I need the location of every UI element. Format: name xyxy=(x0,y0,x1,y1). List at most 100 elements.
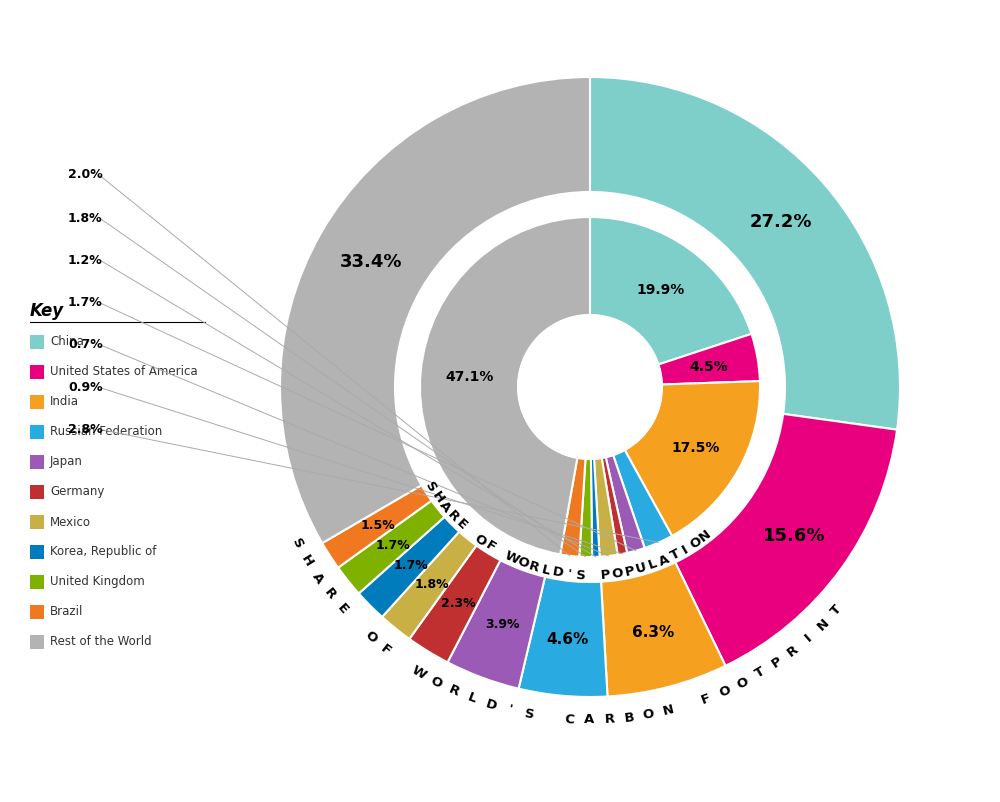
Text: P: P xyxy=(623,563,636,578)
Text: 1.2%: 1.2% xyxy=(68,253,103,266)
Wedge shape xyxy=(613,451,672,549)
Text: 1.8%: 1.8% xyxy=(414,577,449,590)
Wedge shape xyxy=(448,561,545,689)
Text: R: R xyxy=(527,558,541,574)
Text: A: A xyxy=(584,713,594,726)
Wedge shape xyxy=(382,532,476,639)
Text: India: India xyxy=(50,395,79,408)
Wedge shape xyxy=(322,485,432,568)
Text: 1.5%: 1.5% xyxy=(361,518,395,531)
Text: ': ' xyxy=(507,703,514,716)
Text: Brazil: Brazil xyxy=(50,605,83,618)
Text: F: F xyxy=(483,538,498,554)
Text: U: U xyxy=(634,560,648,575)
Text: E: E xyxy=(334,601,350,616)
Text: United States of America: United States of America xyxy=(50,365,198,378)
Text: T: T xyxy=(668,547,682,562)
Bar xyxy=(30,395,44,410)
Wedge shape xyxy=(601,563,726,697)
Text: Germany: Germany xyxy=(50,485,104,498)
Wedge shape xyxy=(409,546,500,662)
Text: O: O xyxy=(515,554,530,570)
Text: F: F xyxy=(378,641,393,657)
Circle shape xyxy=(518,316,662,460)
Wedge shape xyxy=(658,334,760,385)
Text: 1.8%: 1.8% xyxy=(68,211,103,225)
Wedge shape xyxy=(590,217,751,365)
Text: W: W xyxy=(409,662,428,681)
Text: O: O xyxy=(642,707,655,721)
Text: B: B xyxy=(623,710,635,724)
Text: 3.9%: 3.9% xyxy=(485,618,519,630)
Wedge shape xyxy=(280,78,590,544)
Text: 1.7%: 1.7% xyxy=(376,539,410,552)
Text: O: O xyxy=(735,674,751,691)
Text: T: T xyxy=(753,664,767,680)
Text: I: I xyxy=(802,631,814,644)
Text: 19.9%: 19.9% xyxy=(637,282,685,297)
Text: A: A xyxy=(309,569,326,585)
Bar xyxy=(30,606,44,619)
Text: 47.1%: 47.1% xyxy=(445,370,494,384)
Text: N: N xyxy=(814,615,831,632)
Text: P: P xyxy=(600,567,611,581)
Text: Rest of the World: Rest of the World xyxy=(50,634,152,648)
Text: ': ' xyxy=(567,567,572,581)
Text: O: O xyxy=(687,533,704,551)
Text: T: T xyxy=(829,602,845,617)
Text: D: D xyxy=(551,565,564,579)
Text: 27.2%: 27.2% xyxy=(749,213,812,231)
Text: S: S xyxy=(524,707,536,721)
Wedge shape xyxy=(602,458,627,555)
Text: R: R xyxy=(785,642,801,658)
Text: L: L xyxy=(540,562,551,577)
Text: 0.9%: 0.9% xyxy=(68,381,103,394)
Text: N: N xyxy=(661,703,675,718)
Text: 4.5%: 4.5% xyxy=(690,359,728,373)
Text: 2.3%: 2.3% xyxy=(441,596,475,609)
Text: China: China xyxy=(50,335,84,348)
Wedge shape xyxy=(606,456,645,553)
Text: O: O xyxy=(472,531,489,548)
Bar xyxy=(30,335,44,350)
Text: R: R xyxy=(321,585,338,602)
Bar xyxy=(30,545,44,559)
Text: O: O xyxy=(362,628,379,645)
Text: S: S xyxy=(576,568,587,581)
Text: Mexico: Mexico xyxy=(50,515,91,528)
Wedge shape xyxy=(338,501,445,593)
Wedge shape xyxy=(591,460,600,557)
Bar xyxy=(30,485,44,500)
Text: 2.0%: 2.0% xyxy=(68,168,103,181)
Wedge shape xyxy=(675,415,897,666)
Text: 6.3%: 6.3% xyxy=(632,624,675,639)
Text: S: S xyxy=(289,536,305,550)
Wedge shape xyxy=(359,517,459,618)
Text: 4.6%: 4.6% xyxy=(547,631,589,646)
Text: H: H xyxy=(429,488,446,505)
Text: 33.4%: 33.4% xyxy=(340,253,402,271)
Text: 1.7%: 1.7% xyxy=(68,296,103,309)
Text: 0.7%: 0.7% xyxy=(68,338,103,351)
Bar xyxy=(30,575,44,589)
Bar xyxy=(30,635,44,649)
Text: Japan: Japan xyxy=(50,455,83,468)
Text: F: F xyxy=(700,691,713,706)
Text: R: R xyxy=(604,711,615,725)
Wedge shape xyxy=(420,217,590,555)
Wedge shape xyxy=(625,382,760,537)
Text: R: R xyxy=(445,507,461,524)
Text: R: R xyxy=(447,682,461,698)
Text: 1.7%: 1.7% xyxy=(394,559,428,572)
Text: Korea, Republic of: Korea, Republic of xyxy=(50,545,156,558)
Bar xyxy=(30,456,44,469)
Text: I: I xyxy=(680,542,691,556)
Text: United Kingdom: United Kingdom xyxy=(50,575,145,588)
Text: 2.8%: 2.8% xyxy=(68,423,103,436)
Text: A: A xyxy=(437,498,453,514)
Wedge shape xyxy=(590,78,900,430)
Text: S: S xyxy=(423,480,439,494)
Text: A: A xyxy=(657,552,671,568)
Text: O: O xyxy=(611,565,624,580)
Text: Key: Key xyxy=(30,302,64,320)
